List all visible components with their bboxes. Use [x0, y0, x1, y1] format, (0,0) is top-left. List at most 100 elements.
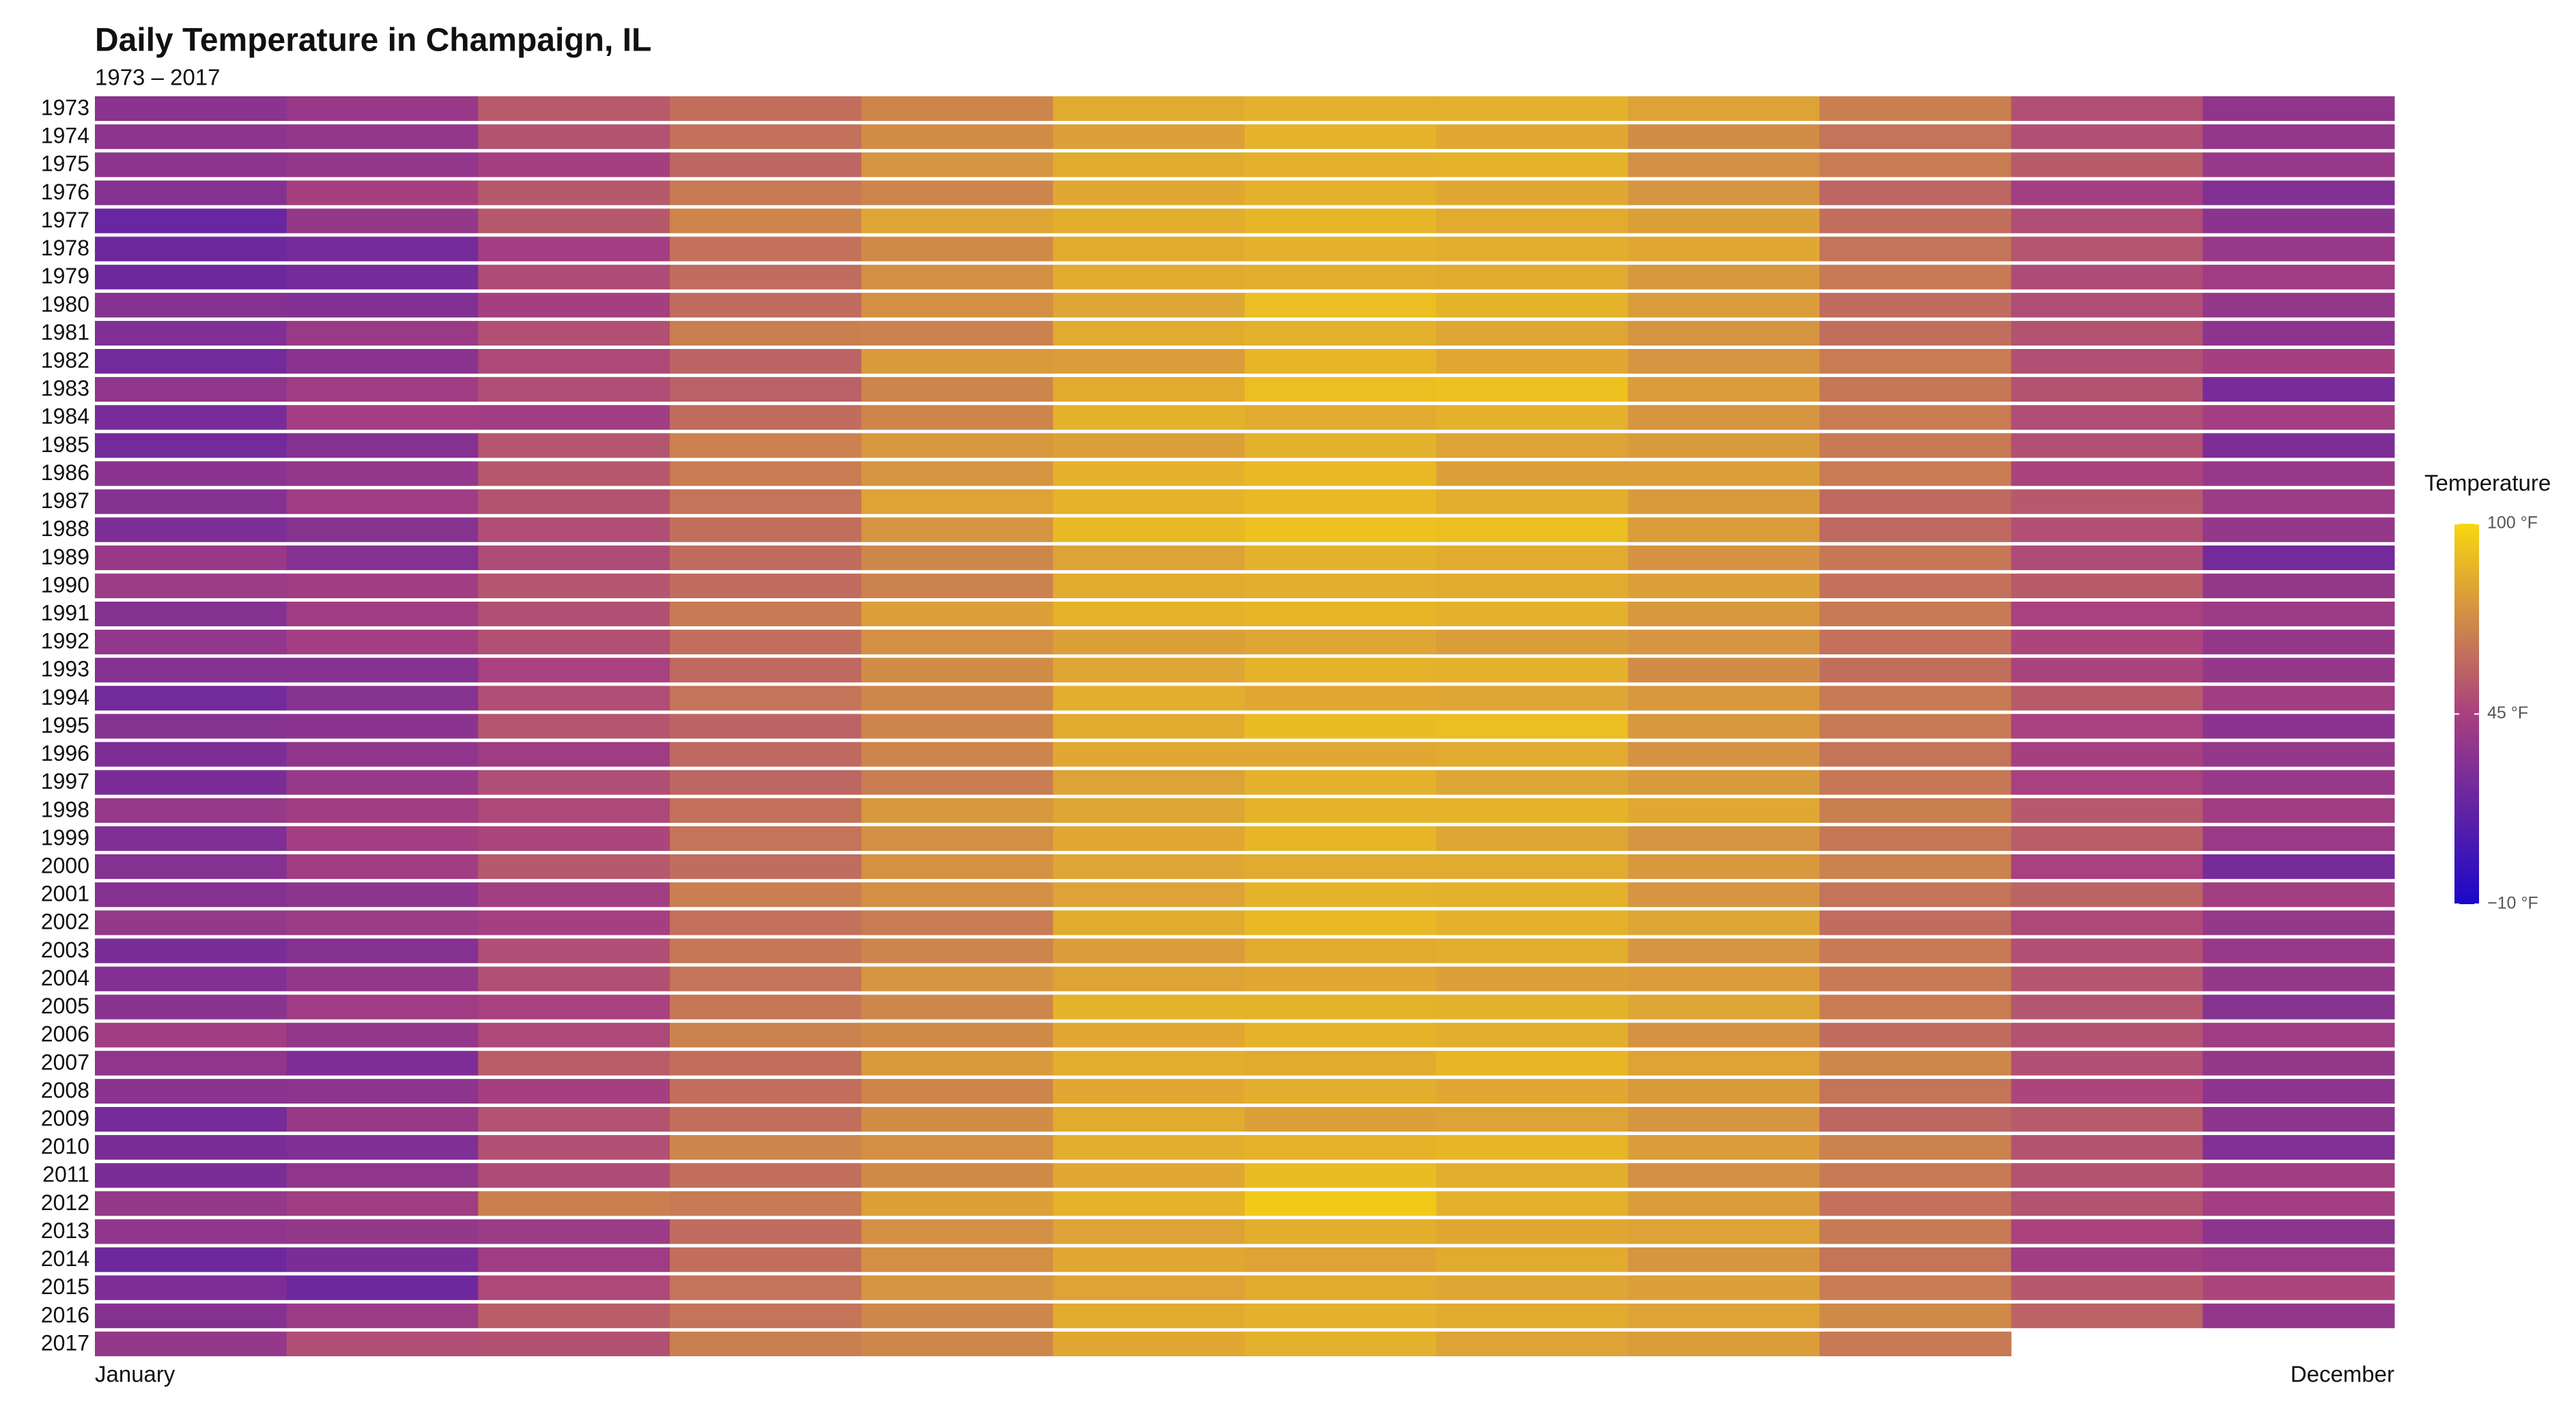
- heat-cell: [1820, 349, 2012, 374]
- heat-cell: [670, 798, 862, 823]
- heat-cell: [286, 826, 479, 851]
- heat-cell: [1820, 292, 2012, 318]
- heat-cell: [478, 994, 670, 1020]
- heat-cell: [1820, 1275, 2012, 1300]
- heat-cell: [2011, 545, 2203, 570]
- heat-cell: [2011, 1163, 2203, 1188]
- y-tick-label: 1977: [41, 208, 89, 232]
- y-tick-label: 1978: [41, 236, 89, 260]
- heat-cell: [2011, 714, 2203, 739]
- heat-cell: [1628, 236, 1820, 262]
- heat-cell: [1245, 1163, 1437, 1188]
- heat-cell: [1820, 826, 2012, 851]
- heat-cell: [2011, 1191, 2203, 1216]
- heat-cell: [670, 1219, 862, 1244]
- heat-cell: [95, 545, 287, 570]
- heat-cell: [1820, 1135, 2012, 1160]
- heat-cell: [1245, 208, 1437, 234]
- heat-cell: [478, 658, 670, 683]
- heat-cell: [2203, 236, 2395, 262]
- heat-cell: [1245, 124, 1437, 150]
- heat-cell: [1628, 1107, 1820, 1132]
- heat-cell: [2011, 1135, 2203, 1160]
- heat-cell: [1436, 1078, 1628, 1104]
- heat-cell: [1053, 602, 1245, 627]
- heat-cell: [1436, 966, 1628, 992]
- heat-cell: [1628, 405, 1820, 430]
- heat-cell: [286, 1191, 479, 1216]
- heat-cell: [1436, 236, 1628, 262]
- heat-cell: [1436, 1331, 1628, 1356]
- heat-cell: [861, 124, 1053, 150]
- heat-cell: [1245, 910, 1437, 936]
- heat-cell: [1820, 994, 2012, 1020]
- heat-cell: [670, 96, 862, 122]
- heat-cell: [1628, 1163, 1820, 1188]
- heat-cell: [2011, 882, 2203, 908]
- heat-cell: [2203, 938, 2395, 964]
- y-tick-label: 1996: [41, 741, 89, 766]
- heat-cell: [861, 1078, 1053, 1104]
- heat-cell: [861, 1191, 1053, 1216]
- heat-cell: [1436, 292, 1628, 318]
- heat-cell: [1245, 1275, 1437, 1300]
- heat-cell: [1053, 377, 1245, 402]
- y-tick-label: 2000: [41, 854, 89, 878]
- heat-cell: [286, 489, 479, 514]
- heat-cell: [1820, 1107, 2012, 1132]
- heat-cell: [1053, 1303, 1245, 1328]
- heat-cell: [1053, 686, 1245, 711]
- heat-cell: [1820, 152, 2012, 178]
- heat-cell: [478, 405, 670, 430]
- heat-cell: [1053, 1135, 1245, 1160]
- y-tick-label: 1995: [41, 713, 89, 738]
- heat-cell: [478, 264, 670, 290]
- heat-cell: [1245, 882, 1437, 908]
- y-tick-label: 1992: [41, 629, 89, 654]
- heat-cell: [1053, 349, 1245, 374]
- heat-cell: [670, 517, 862, 542]
- heat-cell: [1820, 1050, 2012, 1076]
- heat-cell: [1820, 1331, 2012, 1356]
- heat-cell: [95, 349, 287, 374]
- heat-cell: [670, 1275, 862, 1300]
- colorbar-tick-label: 100 °F: [2487, 514, 2538, 533]
- heat-cell: [1436, 938, 1628, 964]
- y-tick-label: 1983: [41, 376, 89, 401]
- heat-cell: [1053, 966, 1245, 992]
- y-tick-label: 1976: [41, 180, 89, 204]
- heat-cell: [1053, 1275, 1245, 1300]
- heat-cell: [1245, 1191, 1437, 1216]
- heat-cell: [1436, 1191, 1628, 1216]
- x-tick-label: January: [95, 1362, 175, 1387]
- heat-cell: [1245, 264, 1437, 290]
- heat-cell: [2203, 1022, 2395, 1048]
- heat-cell: [286, 1247, 479, 1272]
- heat-cell: [2203, 1163, 2395, 1188]
- heat-cell: [286, 1022, 479, 1048]
- y-tick-label: 1980: [41, 292, 89, 316]
- heat-cell: [1820, 602, 2012, 627]
- heat-cell: [2203, 798, 2395, 823]
- heat-cell: [95, 461, 287, 486]
- heat-cell: [286, 320, 479, 346]
- heat-cell: [1053, 405, 1245, 430]
- heat-cell: [2011, 489, 2203, 514]
- heat-cell: [95, 686, 287, 711]
- y-tick-label: 1986: [41, 460, 89, 485]
- heat-cell: [1436, 798, 1628, 823]
- heat-cell: [95, 320, 287, 346]
- heat-cell: [670, 1107, 862, 1132]
- heat-cell: [95, 1107, 287, 1132]
- heat-cell: [670, 236, 862, 262]
- heat-cell: [861, 910, 1053, 936]
- heat-cell: [478, 630, 670, 655]
- heat-cell: [2011, 405, 2203, 430]
- heat-cell: [1820, 714, 2012, 739]
- heat-cell: [1436, 545, 1628, 570]
- heat-cell: [1436, 124, 1628, 150]
- heat-cell: [2203, 349, 2395, 374]
- heat-cell: [1820, 573, 2012, 598]
- heat-cell: [478, 236, 670, 262]
- heat-cell: [1245, 1303, 1437, 1328]
